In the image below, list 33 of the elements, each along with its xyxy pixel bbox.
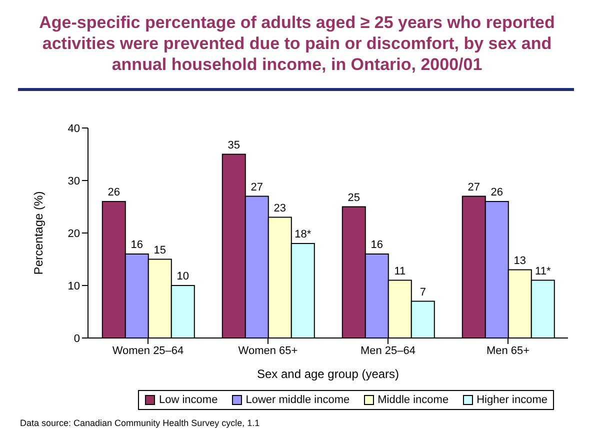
data-label: 11* [535, 265, 552, 278]
data-label: 26 [490, 186, 504, 198]
data-label: 15 [154, 244, 166, 256]
data-label: 7 [420, 286, 426, 298]
legend-label: Low income [158, 394, 218, 406]
x-axis-title: Sex and age group (years) [256, 367, 400, 381]
data-label: 23 [274, 202, 286, 214]
data-label: 26 [108, 186, 120, 198]
x-tick-label: Men 25–64 [360, 344, 416, 357]
data-label: 18* [294, 228, 312, 240]
chart-title: Age-specific percentage of adults aged ≥ 25 years who reported activities were prevented due to pain or discomfort, by sex and annual household income, in Ontario, 2000/01 [38, 12, 556, 75]
data-label: 27 [468, 181, 480, 194]
source-note: Data source: Canadian Community Health Survey cycle, 1.1 [20, 418, 260, 428]
y-axis-title: Percentage (%) [31, 191, 46, 275]
data-label: 27 [250, 181, 264, 194]
data-label: 16 [370, 239, 384, 251]
data-label: 16 [130, 239, 144, 251]
y-tick-label: 0 [74, 332, 80, 345]
y-tick-label: 10 [68, 280, 80, 292]
data-label: 10 [176, 270, 190, 282]
x-tick-label: Women 65+ [238, 344, 298, 357]
legend-label: Higher income [476, 394, 548, 406]
y-tick-label: 20 [68, 228, 80, 240]
legend-label: Lower middle income [244, 394, 350, 406]
data-label: 35 [228, 139, 240, 152]
y-tick-label: 30 [68, 175, 80, 188]
x-tick-label: Men 65+ [486, 344, 530, 357]
data-label: 13 [514, 254, 526, 267]
legend-label: Middle income [376, 394, 449, 406]
x-tick-label: Women 25–64 [112, 344, 184, 357]
data-label: 25 [348, 192, 360, 204]
data-label: 11 [394, 265, 406, 278]
y-tick-label: 40 [68, 122, 80, 135]
